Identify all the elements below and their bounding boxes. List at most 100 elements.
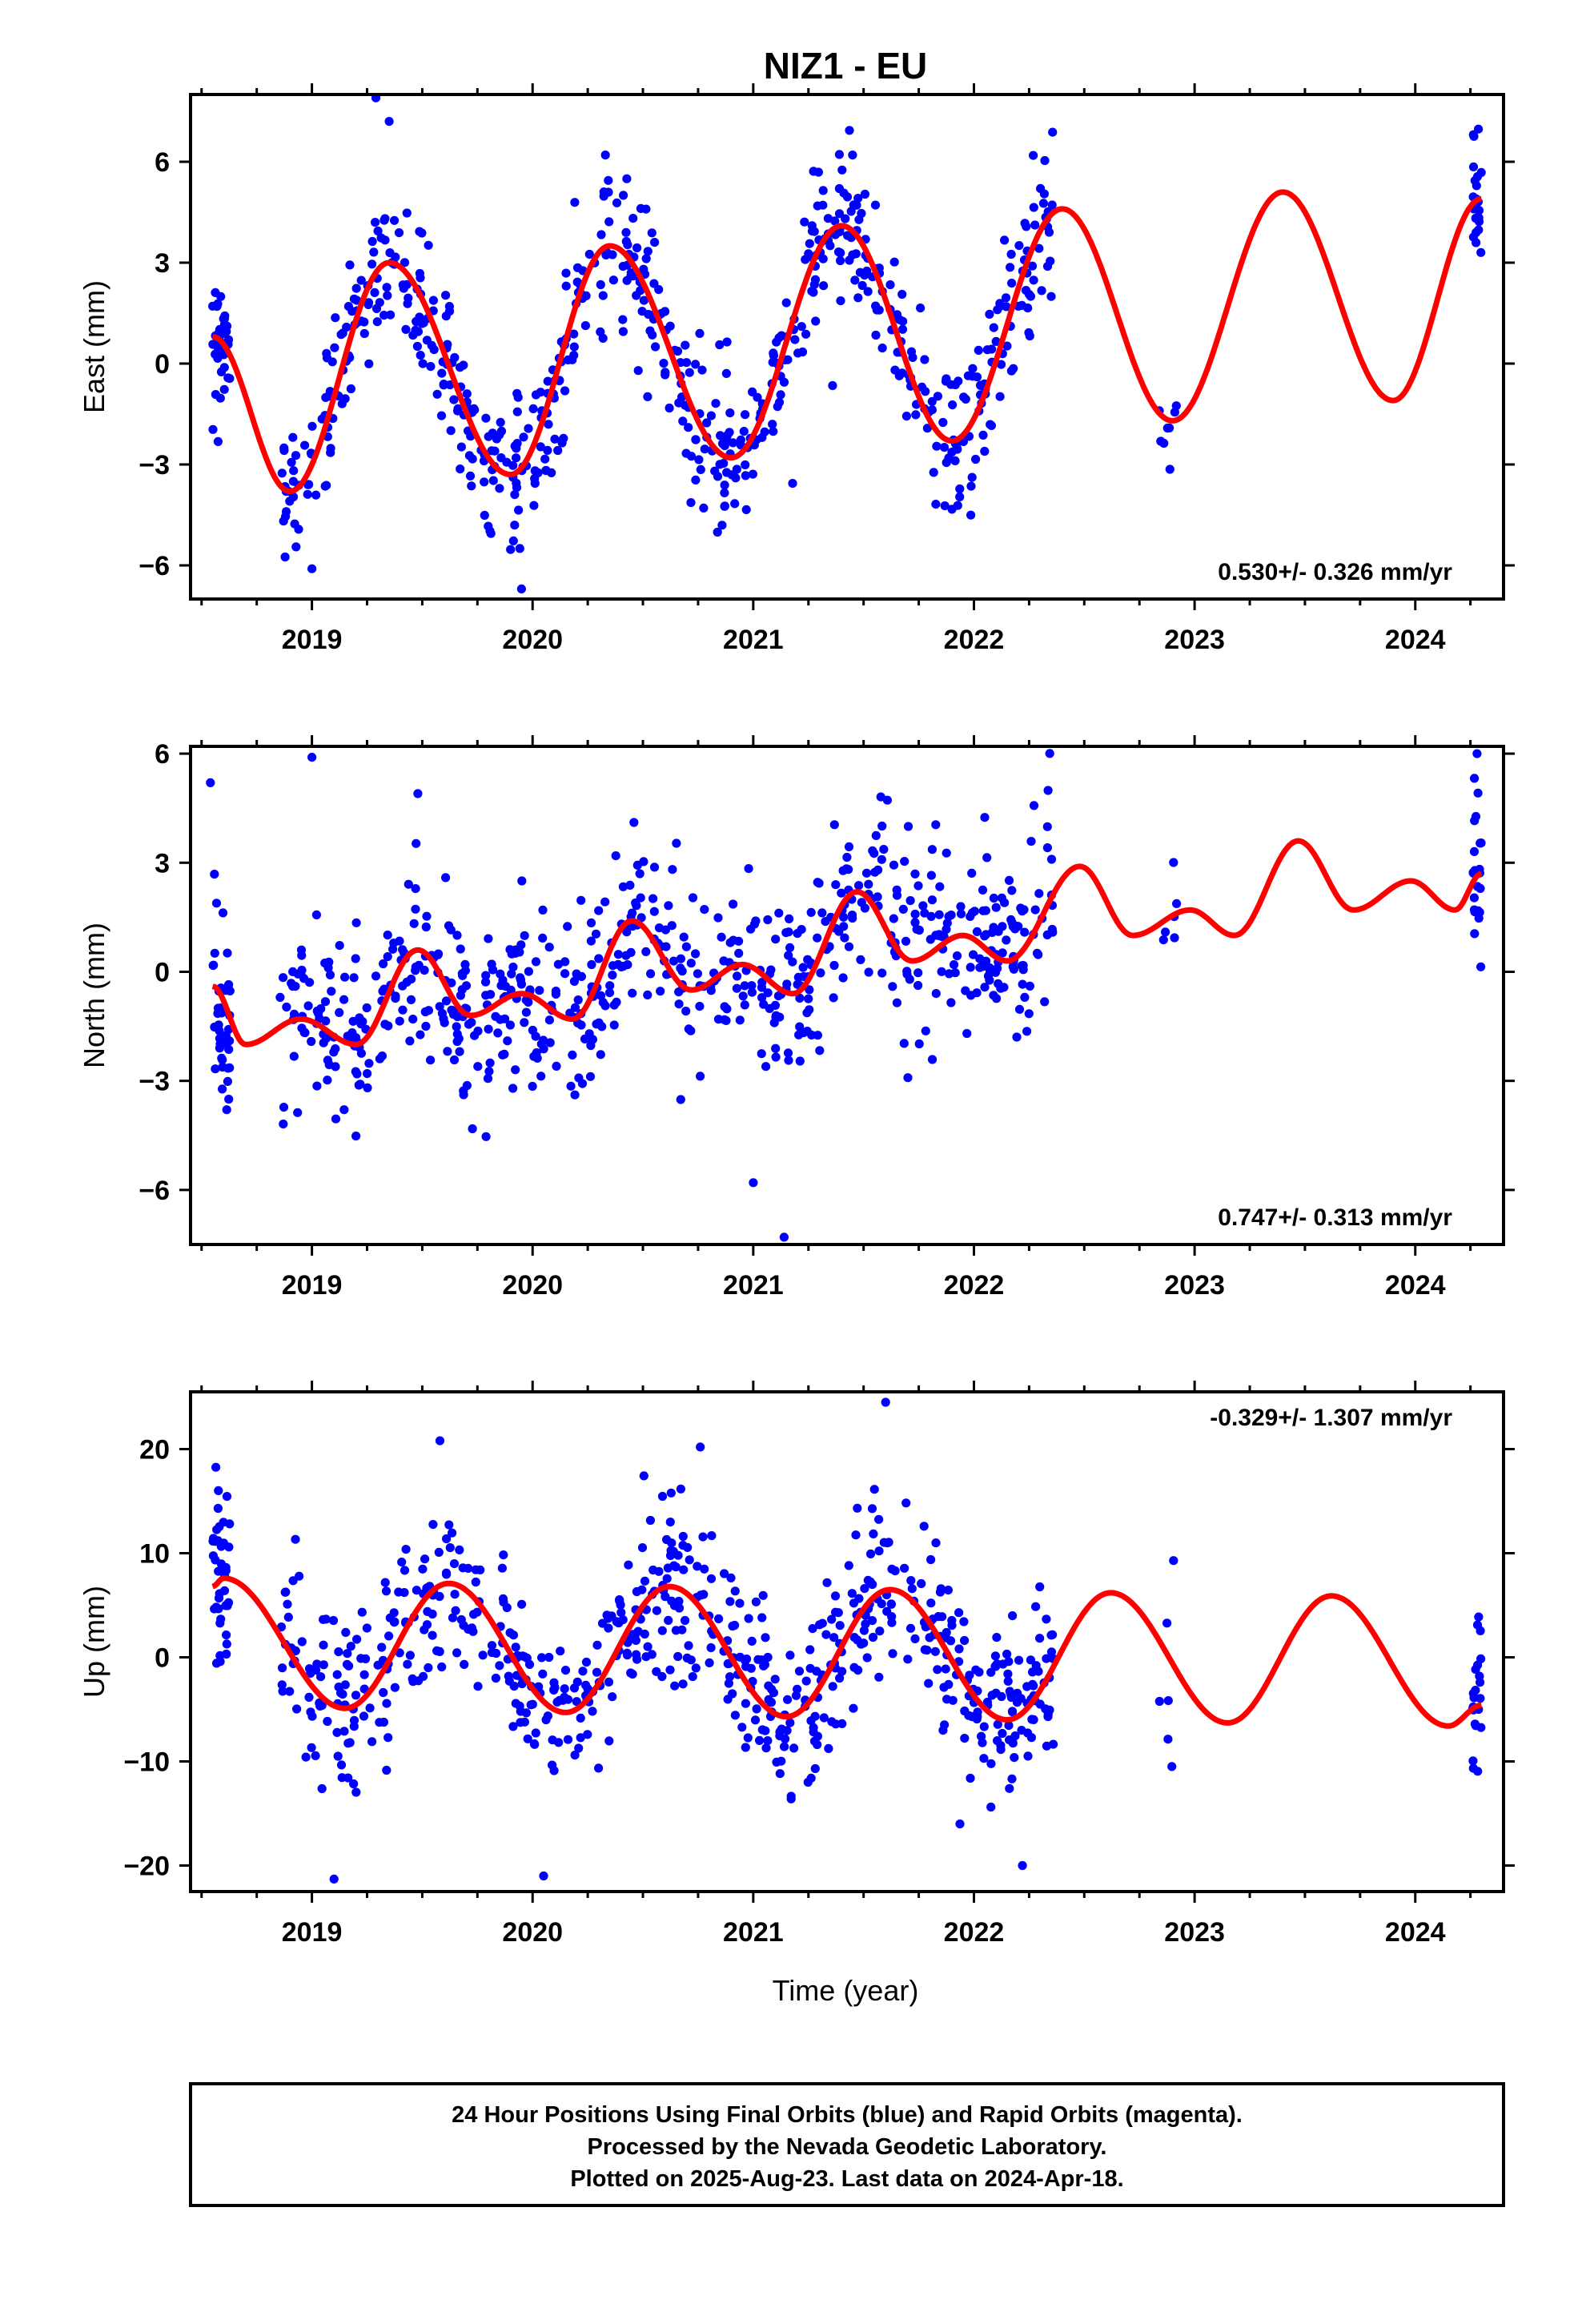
data-point: [1024, 290, 1034, 300]
data-point: [327, 357, 337, 367]
data-point: [1002, 935, 1011, 945]
data-point: [454, 1034, 464, 1043]
data-point: [572, 969, 581, 979]
data-point: [987, 1691, 997, 1700]
data-point: [335, 1007, 344, 1017]
data-point: [349, 1779, 359, 1789]
data-point: [868, 1632, 878, 1642]
data-point: [391, 252, 400, 262]
data-point: [412, 316, 421, 327]
data-point: [671, 1626, 681, 1635]
data-point: [662, 1534, 672, 1545]
data-point: [691, 475, 701, 485]
data-point: [319, 1614, 328, 1624]
data-point: [622, 174, 632, 183]
data-point: [390, 1683, 400, 1692]
y-tick-label: −20: [123, 1852, 170, 1882]
data-point: [1472, 1620, 1483, 1630]
data-point: [892, 998, 901, 1007]
data-point: [505, 1020, 516, 1030]
data-point: [845, 126, 854, 135]
data-point: [382, 283, 391, 292]
data-point: [942, 924, 951, 934]
data-point: [456, 944, 465, 954]
data-point: [367, 236, 377, 247]
data-point: [609, 1020, 619, 1030]
data-point: [516, 973, 525, 983]
data-point: [643, 247, 652, 256]
data-point: [502, 1602, 512, 1613]
data-point: [869, 849, 879, 858]
data-point: [851, 1530, 861, 1540]
data-point: [369, 247, 379, 257]
data-point: [342, 322, 351, 332]
data-point: [686, 959, 696, 968]
data-point: [648, 894, 658, 903]
data-point: [327, 987, 336, 996]
data-point: [512, 439, 522, 448]
data-point: [323, 1055, 332, 1065]
data-point: [795, 1022, 805, 1031]
data-point: [335, 941, 344, 951]
data-point: [669, 1561, 679, 1570]
data-point: [829, 993, 838, 1003]
data-point: [598, 291, 608, 300]
data-point: [946, 998, 956, 1007]
data-point: [934, 910, 944, 919]
data-point: [897, 289, 907, 300]
data-point: [810, 1711, 820, 1721]
data-point: [747, 1636, 757, 1646]
plot-frame: [189, 1390, 1505, 1893]
data-point: [592, 1640, 602, 1650]
data-point: [317, 1783, 327, 1794]
model-fit-curve: [211, 1575, 1483, 1729]
data-point: [433, 950, 443, 959]
x-tick-label: 2020: [502, 1270, 563, 1301]
data-point: [877, 854, 886, 864]
data-point: [651, 342, 661, 352]
data-point: [496, 1015, 505, 1024]
data-point: [377, 1051, 387, 1061]
data-point: [940, 501, 950, 511]
data-point: [512, 407, 522, 416]
data-point: [935, 882, 945, 891]
data-point: [379, 311, 389, 320]
data-point: [722, 468, 732, 477]
data-point: [724, 1679, 734, 1688]
data-point: [1046, 292, 1056, 301]
data-point: [813, 1739, 822, 1750]
data-point: [1156, 436, 1166, 446]
data-point: [747, 981, 757, 991]
data-point: [408, 331, 418, 340]
data-point: [442, 1534, 452, 1544]
data-point: [992, 1633, 1002, 1642]
data-point: [829, 1633, 839, 1642]
data-point: [911, 410, 921, 420]
x-tick-label: 2019: [282, 1270, 343, 1301]
data-point: [511, 1642, 520, 1652]
x-axis-label: Time (year): [773, 1974, 919, 2007]
data-point: [1475, 864, 1484, 875]
data-point: [819, 281, 829, 291]
data-point: [978, 885, 988, 895]
x-tick-label: 2022: [944, 1270, 1005, 1301]
data-point: [898, 904, 908, 914]
data-point: [1029, 275, 1038, 285]
data-point: [804, 249, 813, 259]
data-point: [956, 902, 966, 911]
data-point: [726, 1573, 736, 1582]
data-point: [219, 384, 229, 394]
data-point: [362, 1003, 371, 1013]
data-point: [592, 1019, 601, 1029]
data-point: [1048, 127, 1058, 137]
data-point: [996, 1741, 1006, 1751]
data-point: [717, 521, 727, 530]
data-point: [1026, 1655, 1035, 1665]
data-point: [876, 792, 885, 802]
data-point: [343, 1649, 352, 1659]
data-point: [398, 981, 408, 991]
y-tick-label: 3: [155, 848, 170, 879]
data-point: [409, 919, 419, 928]
data-point: [370, 287, 379, 297]
data-point: [1154, 1696, 1164, 1707]
